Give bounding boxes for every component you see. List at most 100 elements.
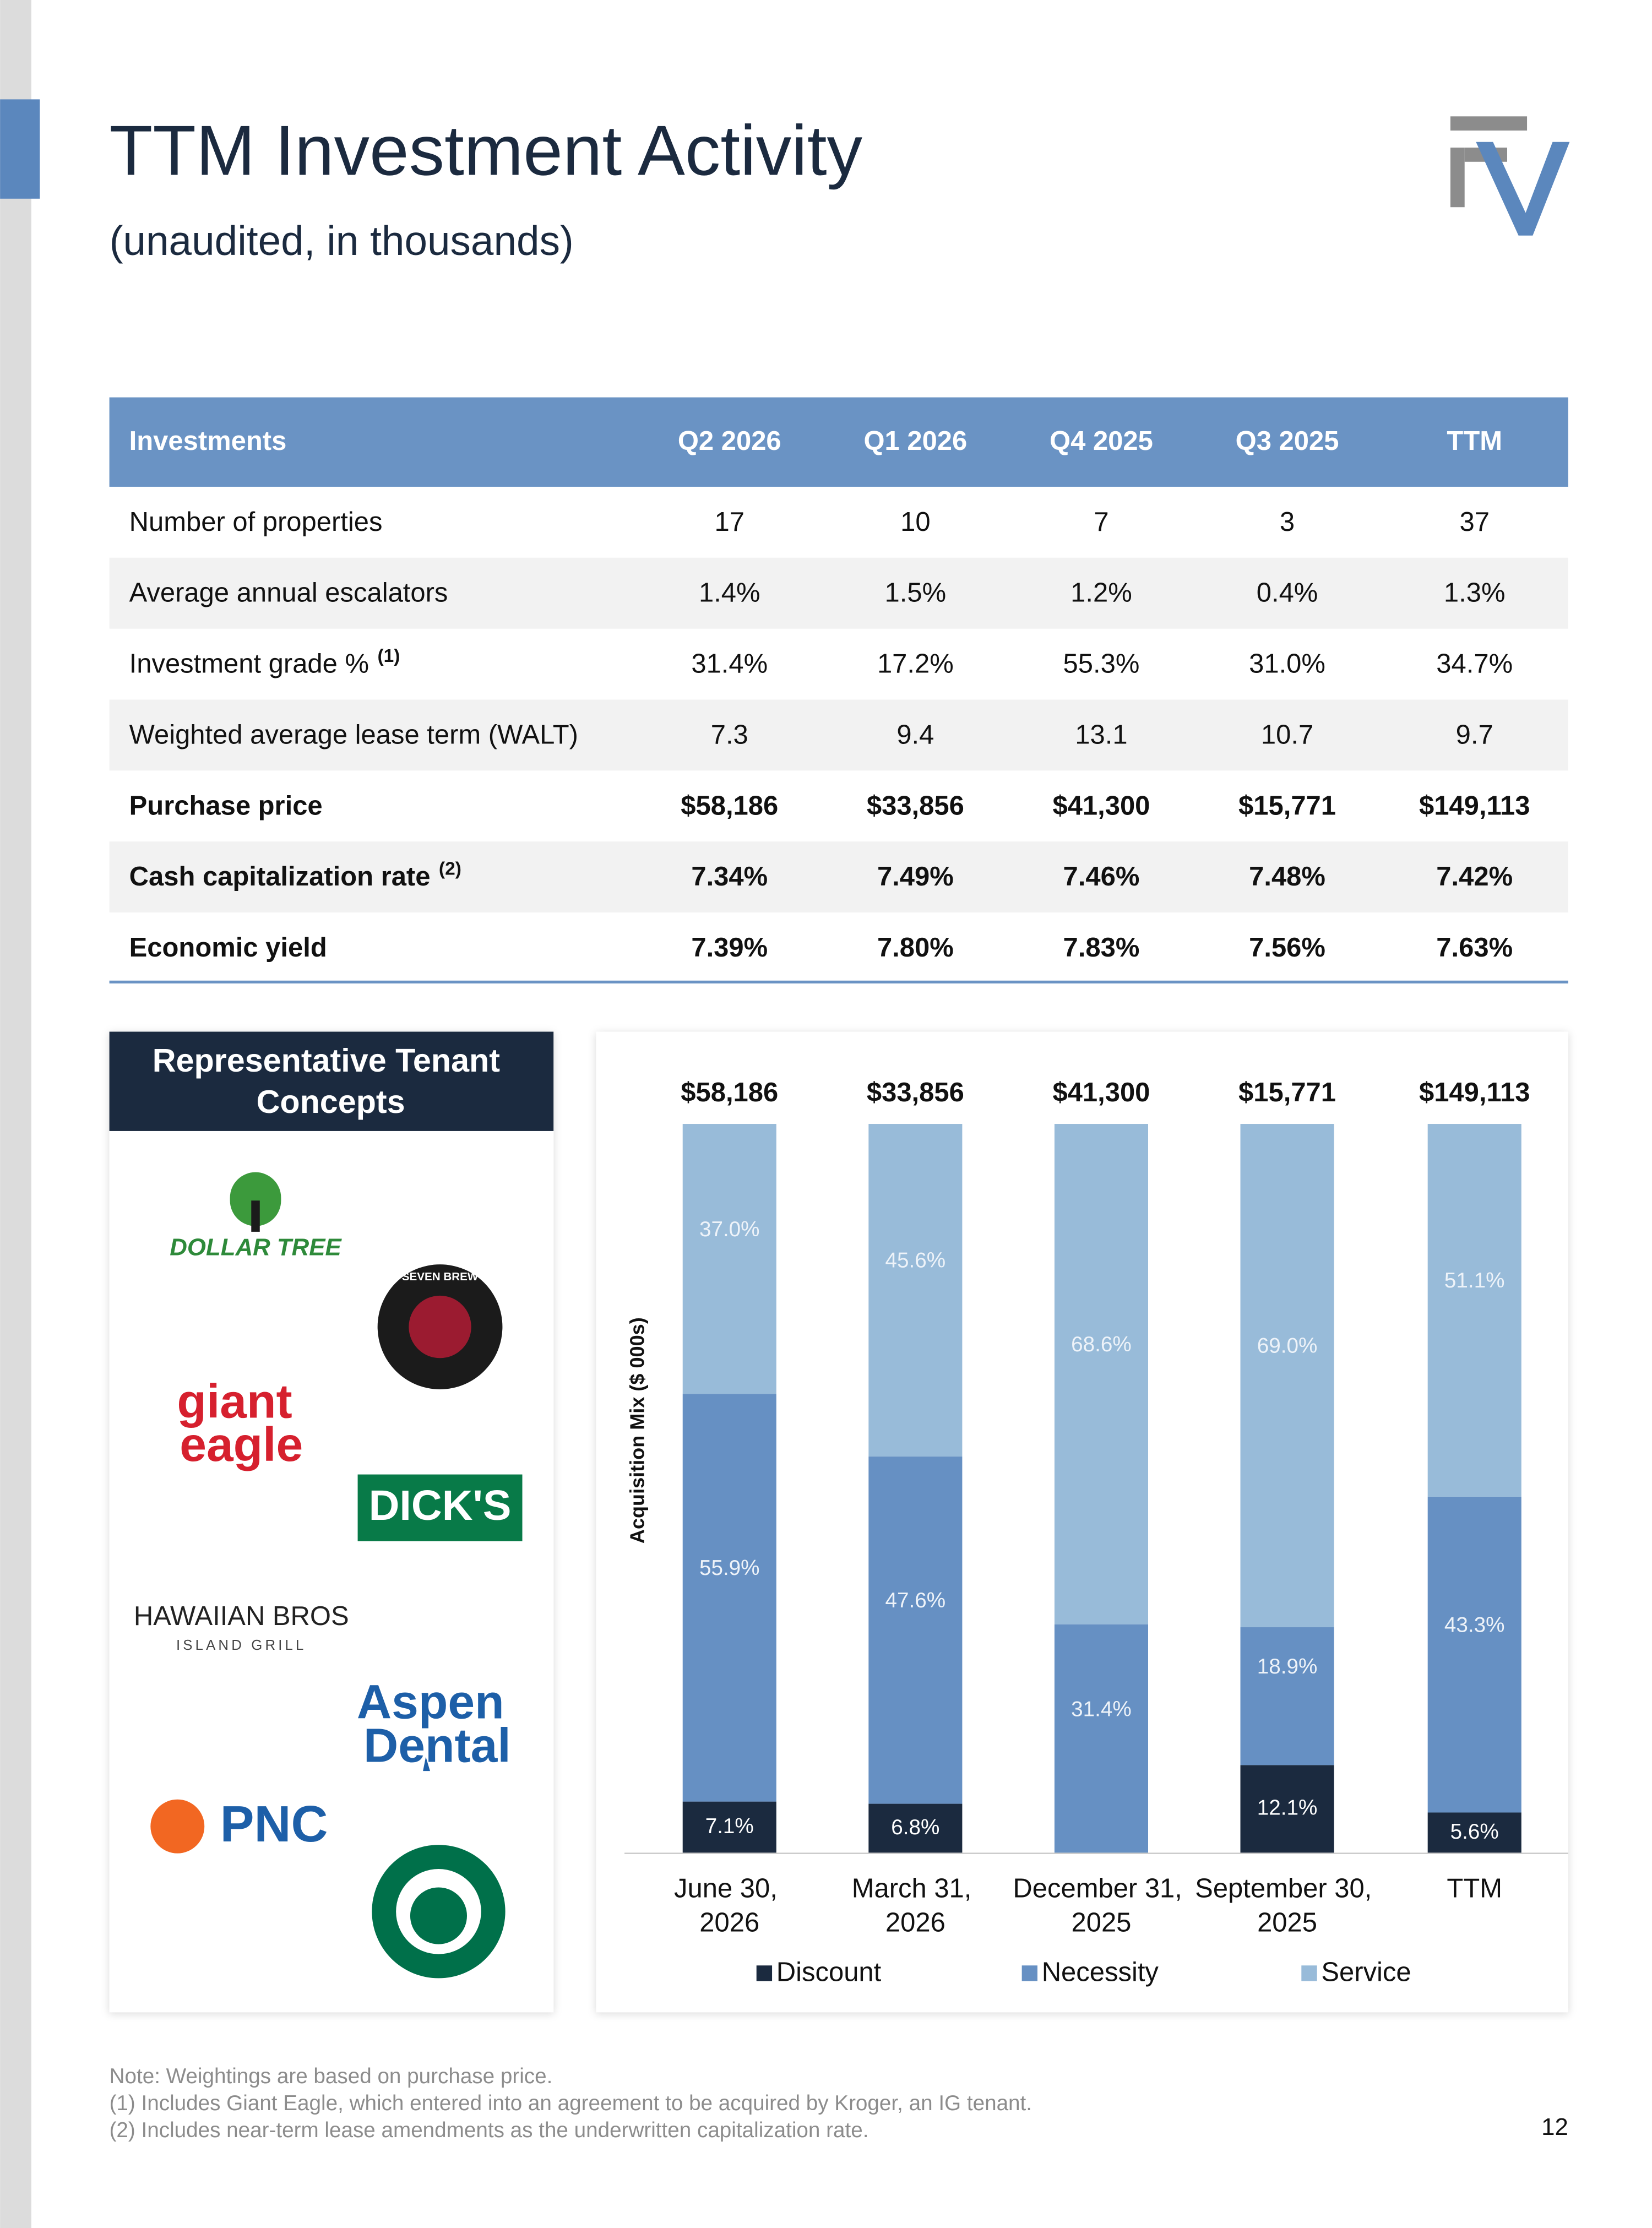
brand-logo (1450, 116, 1570, 236)
row-label: Economic yield (129, 933, 327, 963)
table-cell: 7.46% (1063, 862, 1140, 892)
bar-segment (682, 1394, 776, 1802)
y-axis-label: Acquisition Mix ($ 000s) (626, 1317, 648, 1544)
row-label: Average annual escalators (129, 578, 448, 608)
total-label: $15,771 (1238, 1078, 1336, 1107)
legend-label: Necessity (1042, 1958, 1159, 1987)
table-cell: 17.2% (877, 649, 954, 679)
table-header-bg (109, 397, 1568, 487)
tenant-logo-text: ISLAND GRILL (176, 1638, 307, 1653)
data-label: 45.6% (885, 1249, 946, 1273)
legend-swatch (1301, 1965, 1317, 1981)
table-cell: 7.48% (1249, 862, 1325, 892)
row-label: Investment grade % (129, 649, 369, 679)
bar-segment (1240, 1627, 1334, 1765)
x-tick-label: March 31, 2026 (852, 1874, 979, 1938)
table-cell: 10.7 (1261, 720, 1313, 749)
table-cell: 7.80% (877, 933, 954, 963)
data-label: 47.6% (885, 1589, 946, 1612)
table-header-cell: TTM (1447, 426, 1502, 456)
bar-segment (868, 1124, 963, 1457)
table-cell: 7.3 (711, 720, 748, 749)
table-cell: 34.7% (1436, 649, 1513, 679)
table-header-cell: Q2 2026 (678, 426, 781, 456)
bar-segment (868, 1457, 963, 1804)
table-cell: $41,300 (1052, 791, 1150, 820)
x-tick-label: December 31, 2025 (1013, 1874, 1189, 1938)
legend-swatch (1021, 1965, 1037, 1981)
total-label: $33,856 (867, 1078, 964, 1107)
table-cell: 7.34% (691, 862, 768, 892)
data-label: 55.9% (699, 1556, 760, 1580)
table-header-cell: Q4 2025 (1050, 426, 1153, 456)
accent (0, 99, 40, 199)
page-number: 12 (1541, 2113, 1568, 2140)
table-cell: 1.5% (885, 578, 947, 608)
data-label: 43.3% (1444, 1613, 1505, 1637)
table-cell: 1.4% (699, 578, 760, 608)
table-cell: 7.83% (1063, 933, 1140, 963)
data-label: 7.1% (705, 1814, 754, 1838)
table-header-cell: Investments (129, 426, 287, 456)
bar-segment (682, 1124, 776, 1394)
total-label: $58,186 (681, 1078, 778, 1107)
legend-label: Service (1321, 1958, 1411, 1987)
legend-label: Discount (776, 1958, 882, 1987)
row-bg (109, 699, 1568, 771)
legend-swatch (756, 1965, 773, 1981)
tenant-logo-text: HAWAIIAN BROS (134, 1601, 349, 1631)
bar-segment (1427, 1124, 1521, 1497)
table-cell: 7.56% (1249, 933, 1325, 963)
table-cell: 1.2% (1070, 578, 1132, 608)
bar-segment (1054, 1124, 1148, 1624)
bar-segment (1054, 1624, 1148, 1854)
x-tick-label: June 30, 2026 (674, 1874, 785, 1938)
row-note: (1) (377, 646, 400, 666)
subtitle: (unaudited, in thousands) (110, 218, 574, 264)
footnote: (1) Includes Giant Eagle, which entered … (110, 2091, 1032, 2115)
bar-segment (1240, 1124, 1334, 1628)
tenant-title: Representative Tenant Concepts (153, 1042, 509, 1120)
row-bg (109, 557, 1568, 629)
tenant-logo-text: PNC (220, 1795, 328, 1852)
data-label: 12.1% (1257, 1796, 1318, 1820)
bar-segment (682, 1801, 776, 1854)
table-header-cell: Q3 2025 (1236, 426, 1339, 456)
table-header-cell: Q1 2026 (863, 426, 967, 456)
tenant-logo-text: DICK'S (369, 1482, 512, 1529)
logos (150, 1172, 523, 1979)
table-cell: $33,856 (867, 791, 964, 820)
data-label: 69.0% (1257, 1334, 1318, 1358)
row-label: Number of properties (129, 507, 383, 537)
data-label: 31.4% (1071, 1697, 1132, 1721)
table-cell: 31.4% (691, 649, 768, 679)
table-cell: 9.7 (1456, 720, 1493, 749)
bar-segment (1240, 1765, 1334, 1854)
table-cell: 7.49% (877, 862, 954, 892)
table-cell: 0.4% (1257, 578, 1318, 608)
table-cell: $15,771 (1238, 791, 1336, 820)
table-cell: 10 (900, 507, 930, 537)
total-label: $41,300 (1052, 1078, 1150, 1107)
row-label: Cash capitalization rate (129, 862, 431, 892)
bar-segment (1427, 1812, 1521, 1854)
side-strip (0, 0, 31, 2228)
row-bg (109, 841, 1568, 913)
table-cell: 7 (1094, 507, 1108, 537)
data-label: 6.8% (891, 1816, 939, 1839)
tenant-logo-text: giant eagle (177, 1374, 306, 1471)
data-label: 5.6% (1450, 1820, 1499, 1844)
table-cell: $58,186 (681, 791, 778, 820)
table-cell: 9.4 (896, 720, 934, 749)
table-cell: 55.3% (1063, 649, 1140, 679)
row-label: Purchase price (129, 791, 323, 820)
title: TTM Investment Activity (110, 111, 863, 191)
table-cell: 37 (1459, 507, 1489, 537)
data-label: 37.0% (699, 1218, 760, 1241)
table-cell: 1.3% (1444, 578, 1506, 608)
data-label: 51.1% (1444, 1269, 1505, 1292)
row-note: (2) (439, 859, 461, 879)
table-cell: 17 (715, 507, 745, 537)
table-cell: 3 (1280, 507, 1295, 537)
